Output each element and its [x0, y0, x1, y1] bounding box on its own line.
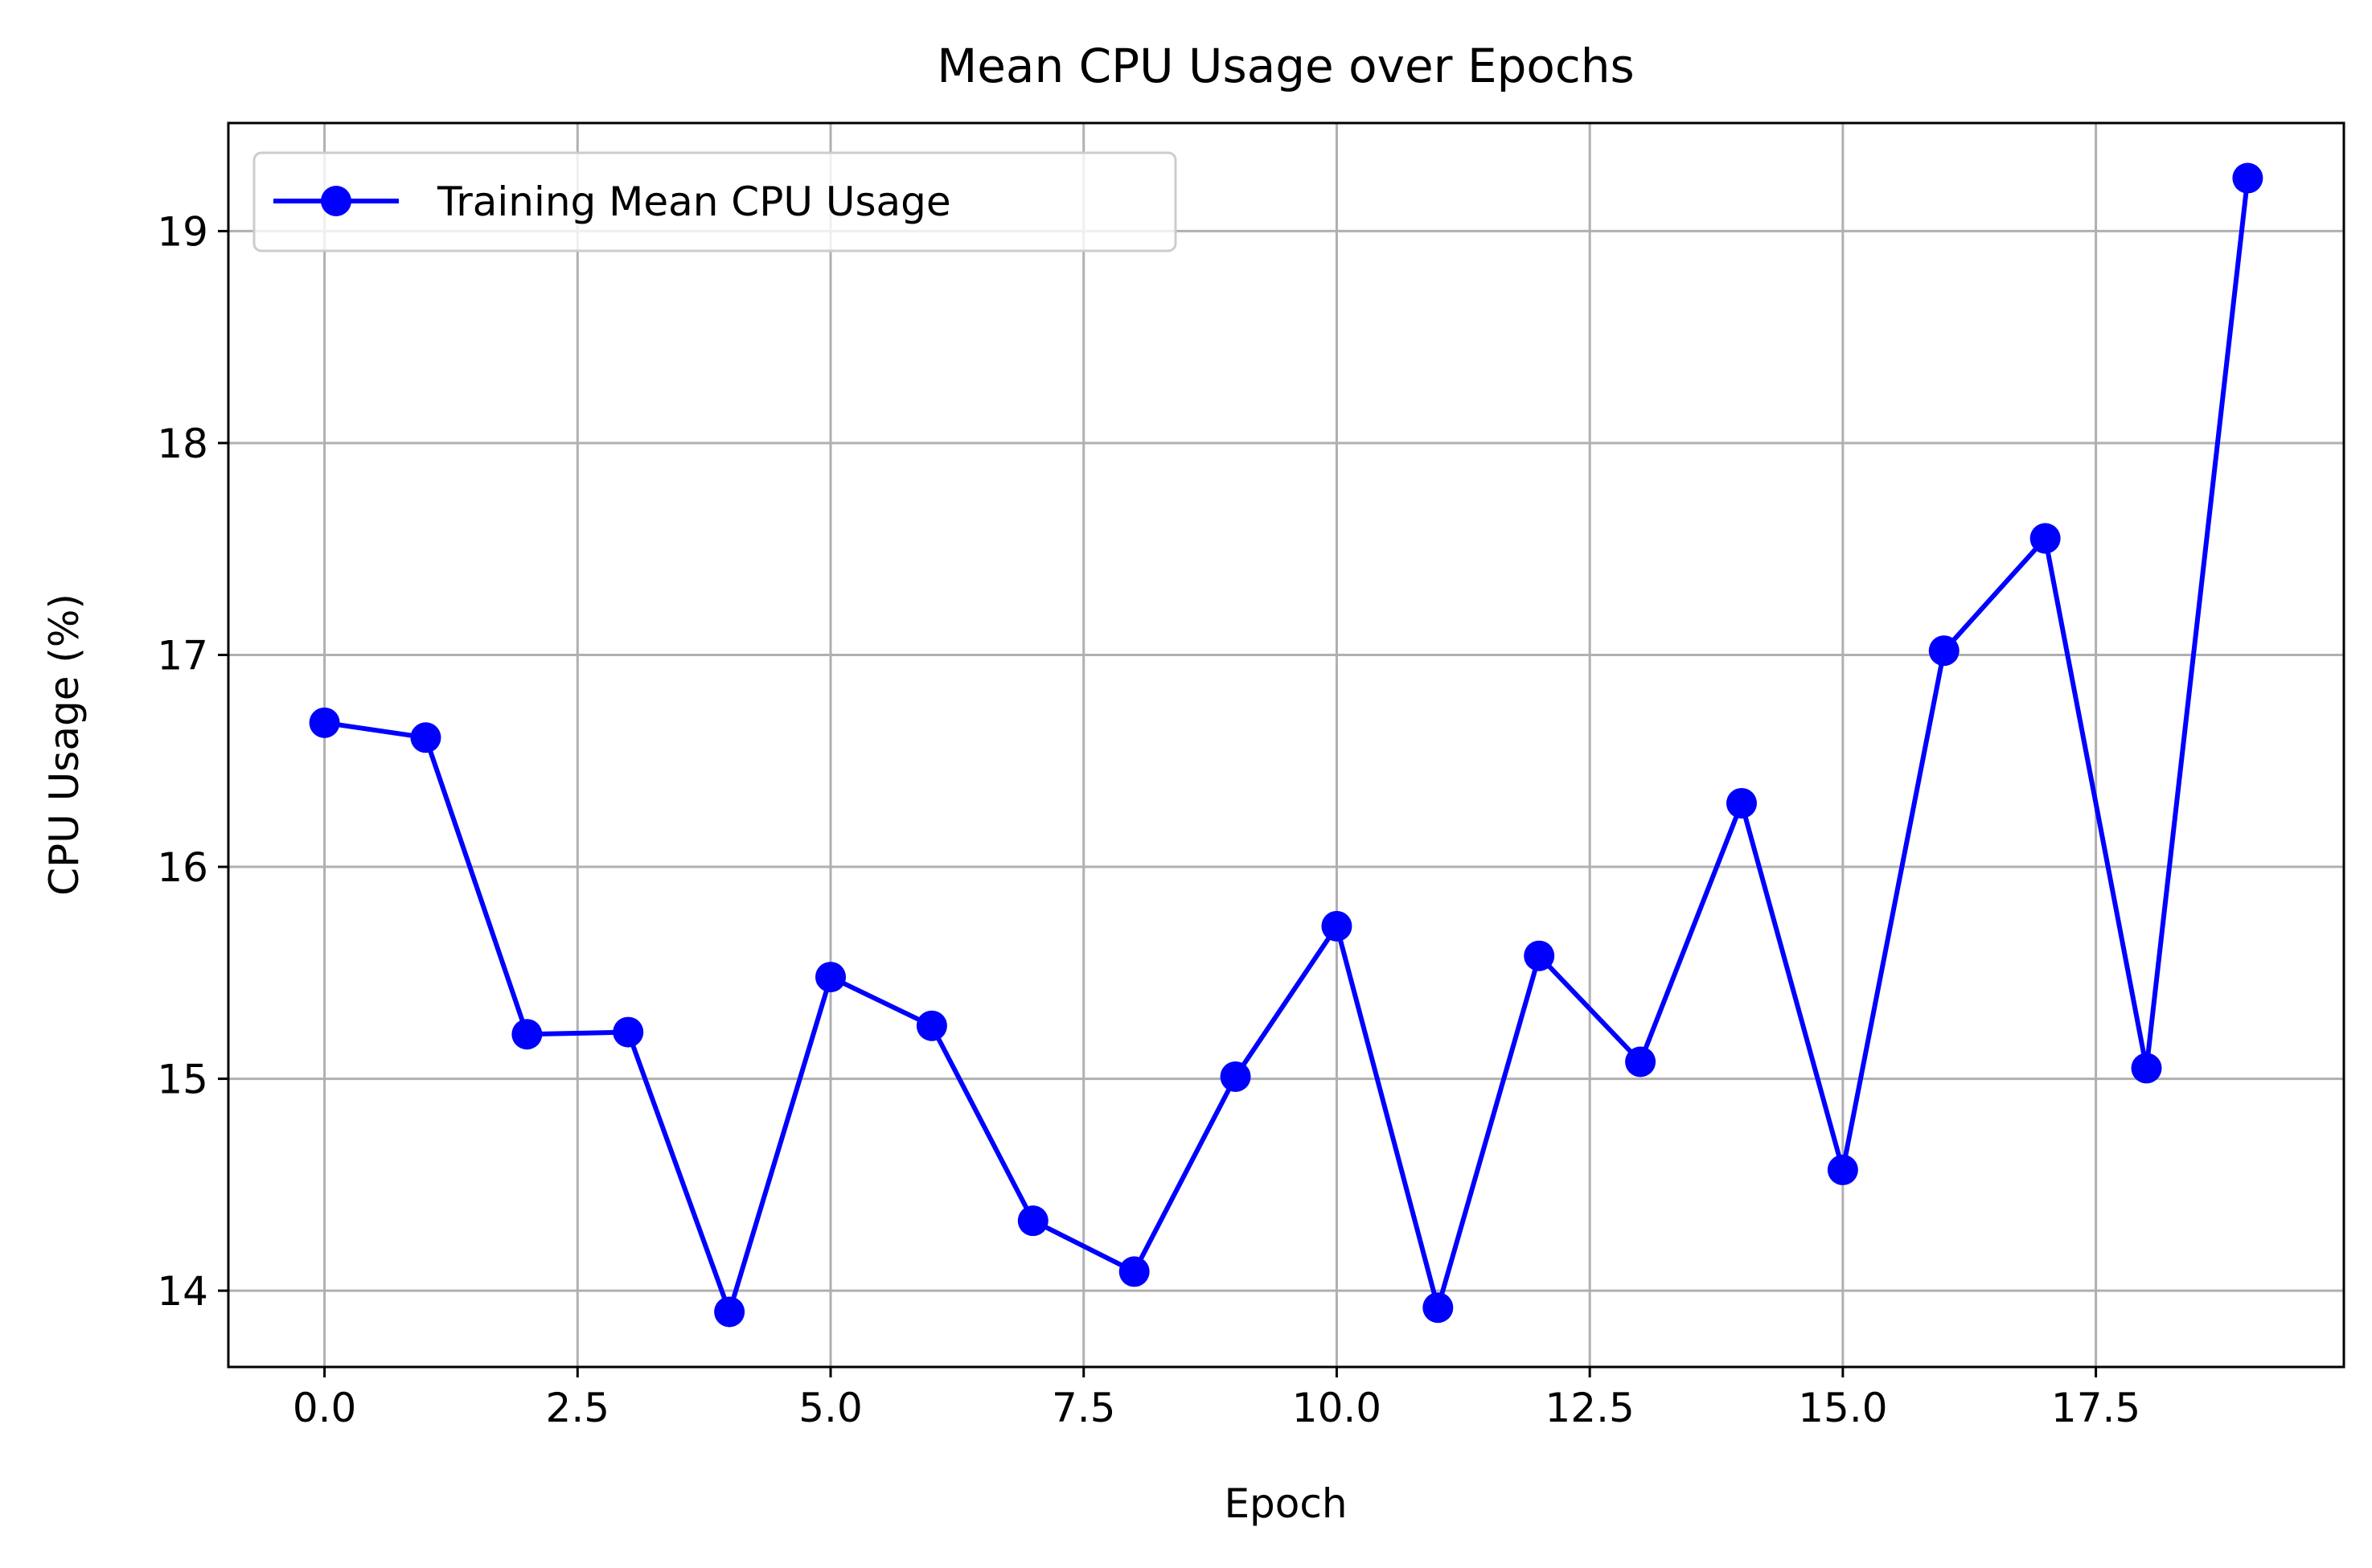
x-axis-label: Epoch — [1224, 1480, 1347, 1527]
legend-frame — [252, 151, 1177, 252]
y-tick-label: 15 — [157, 1057, 208, 1103]
data-point — [2131, 1053, 2162, 1084]
data-point — [815, 962, 847, 993]
x-axis-ticks: 0.0 2.5 5.0 7.5 10.0 12.5 15.0 17.5 — [293, 1367, 2140, 1431]
legend: Training Mean CPU Usage — [252, 151, 1177, 252]
data-point — [1422, 1292, 1454, 1324]
data-point — [1220, 1061, 1251, 1092]
legend-series-label: Training Mean CPU Usage — [437, 179, 951, 225]
data-point — [309, 707, 340, 738]
x-tick-label: 5.0 — [798, 1385, 863, 1431]
data-point — [1726, 787, 1757, 819]
y-tick-label: 17 — [157, 632, 208, 679]
x-tick-label: 2.5 — [546, 1385, 610, 1431]
data-point — [714, 1296, 745, 1328]
y-tick-label: 16 — [157, 844, 208, 891]
series-line — [324, 178, 2251, 1315]
y-axis-label: CPU Usage (%) — [41, 593, 88, 896]
data-point — [1118, 1256, 1150, 1287]
data-point — [2029, 523, 2061, 554]
x-tick-label: 0.0 — [293, 1385, 357, 1431]
grid-lines — [228, 123, 2344, 1367]
legend-marker-swatch — [321, 186, 351, 216]
x-tick-label: 10.0 — [1292, 1385, 1381, 1431]
data-point — [1017, 1205, 1049, 1237]
y-axis-ticks: 14 15 16 17 18 19 — [157, 208, 228, 1315]
data-point — [2232, 162, 2263, 194]
data-point — [1524, 940, 1555, 971]
x-tick-label: 12.5 — [1545, 1385, 1634, 1431]
data-point — [1625, 1046, 1656, 1077]
y-tick-label: 14 — [157, 1268, 208, 1315]
data-point — [916, 1010, 947, 1041]
y-tick-label: 18 — [157, 421, 208, 467]
x-tick-label: 15.0 — [1798, 1385, 1887, 1431]
data-point — [1928, 635, 1960, 667]
data-point — [613, 1016, 644, 1048]
data-point — [410, 722, 441, 753]
x-tick-label: 17.5 — [2051, 1385, 2140, 1431]
y-tick-label: 19 — [157, 208, 208, 255]
plot-area-frame — [227, 121, 2345, 1369]
data-point — [1827, 1154, 1858, 1185]
x-tick-label: 7.5 — [1052, 1385, 1116, 1431]
data-point — [1321, 910, 1352, 942]
chart-title: Mean CPU Usage over Epochs — [937, 39, 1635, 93]
data-point — [511, 1019, 543, 1050]
series-layer — [309, 162, 2263, 1328]
